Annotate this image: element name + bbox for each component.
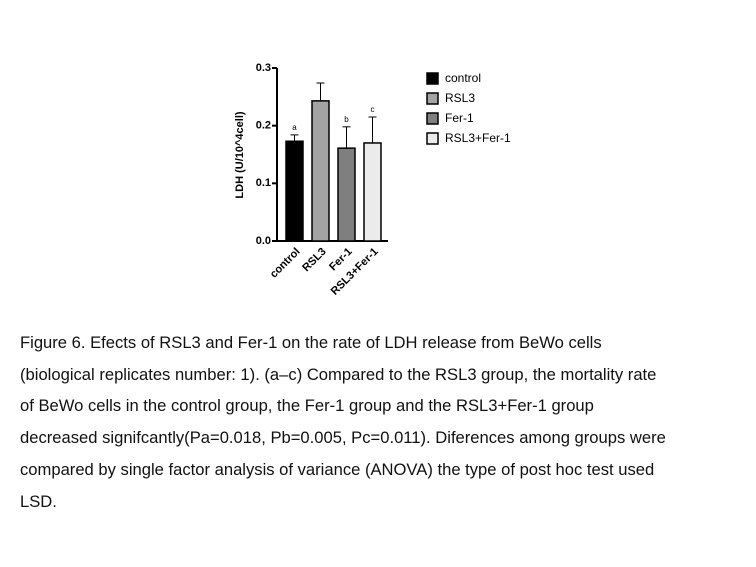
y-tick-label: 0.1 — [256, 177, 271, 189]
y-tick-label: 0.3 — [256, 62, 271, 74]
significance-letter: c — [371, 105, 375, 114]
caption-line: (biological replicates number: 1). (a–c)… — [20, 364, 657, 384]
legend-swatch — [426, 92, 439, 105]
x-tick-label: RSL3 — [300, 246, 328, 274]
legend-swatch — [426, 112, 439, 125]
x-tick-label: control — [268, 246, 303, 281]
bar — [363, 142, 382, 242]
bar — [337, 147, 356, 242]
legend-swatch — [426, 72, 439, 85]
legend-label: RSL3+Fer-1 — [445, 131, 511, 145]
bar — [285, 140, 304, 242]
caption-line: compared by single factor analysis of va… — [20, 459, 655, 479]
y-axis-label: LDH (U/10^4cell) — [234, 111, 246, 198]
caption-line: decreased signifcantly(Pa=0.018, Pb=0.00… — [20, 428, 666, 448]
significance-letter: a — [292, 123, 297, 132]
legend-label: control — [445, 71, 481, 85]
y-tick-label: 0.2 — [256, 120, 271, 132]
caption-line: LSD. — [20, 491, 57, 511]
caption-line: Figure 6. Efects of RSL3 and Fer-1 on th… — [20, 333, 602, 352]
chart: LDH (U/10^4cell) 0.0 0.1 0.2 0.3 a control con… — [234, 62, 511, 298]
bar — [311, 100, 330, 242]
y-tick-label: 0.0 — [256, 235, 271, 247]
legend-swatch — [426, 132, 439, 145]
caption-line: of BeWo cells in the control group, the … — [20, 396, 594, 416]
legend-label: RSL3 — [445, 91, 475, 105]
significance-letter: b — [344, 115, 349, 124]
legend-label: Fer-1 — [445, 111, 474, 125]
